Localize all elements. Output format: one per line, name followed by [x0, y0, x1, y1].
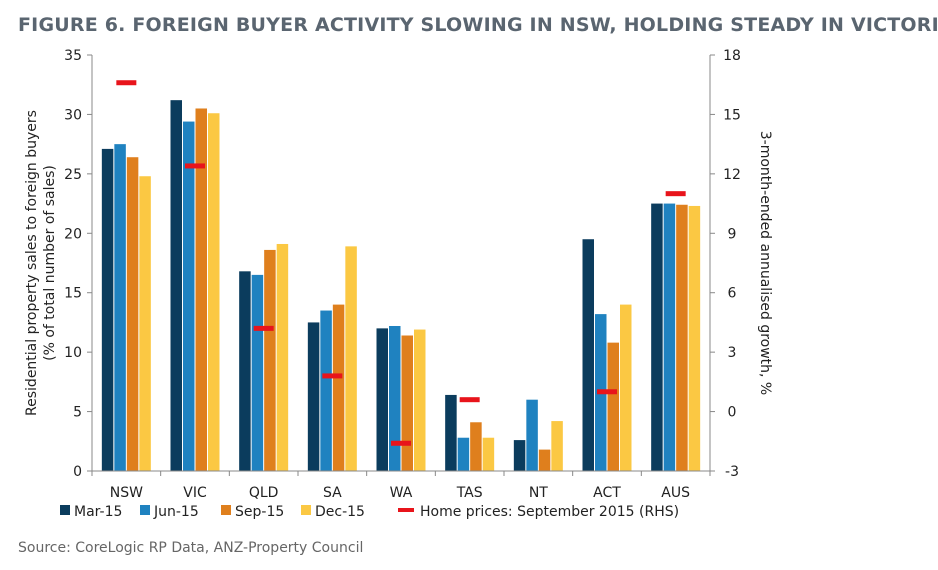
bar-dec-15-act — [620, 304, 632, 471]
bar-dec-15-nt — [551, 421, 563, 471]
bar-dec-15-vic — [208, 113, 220, 472]
bar-jun-15-vic — [183, 121, 195, 471]
y2-tick-label: 3 — [728, 345, 737, 361]
chart-title: FIGURE 6. FOREIGN BUYER ACTIVITY SLOWING… — [18, 14, 938, 36]
legend-label-mar-15: Mar-15 — [74, 504, 122, 520]
bar-dec-15-wa — [414, 329, 426, 471]
legend-swatch-mar-15 — [60, 505, 70, 515]
legend-swatch-home-prices — [398, 508, 414, 512]
bar-jun-15-qld — [251, 274, 264, 471]
x-tick-label: VIC — [183, 485, 207, 501]
legend-swatch-jun-15 — [140, 505, 150, 515]
y2-tick-label: 0 — [728, 405, 737, 421]
bar-sep-15-act — [607, 342, 619, 471]
bar-jun-15-tas — [457, 437, 470, 471]
bar-sep-15-aus — [676, 204, 688, 471]
home-price-marker-aus — [665, 191, 686, 197]
legend-label-jun-15: Jun-15 — [153, 504, 199, 520]
home-price-marker-nsw — [116, 80, 137, 86]
x-tick-label: NSW — [110, 485, 143, 501]
y-tick-label: 5 — [73, 405, 82, 421]
y-tick-label: 0 — [73, 464, 82, 480]
bar-dec-15-nsw — [139, 176, 151, 471]
home-price-marker-act — [597, 389, 617, 395]
x-tick-label: AUS — [661, 485, 690, 501]
bar-sep-15-qld — [264, 249, 276, 471]
bar-mar-15-nt — [513, 440, 526, 471]
bar-mar-15-act — [582, 239, 594, 471]
home-price-marker-tas — [459, 397, 480, 403]
bar-sep-15-sa — [332, 304, 345, 471]
y-axis-title-line1: Residential property sales to foreign bu… — [24, 110, 40, 416]
bar-mar-15-nsw — [101, 148, 114, 471]
y-tick-label: 20 — [64, 226, 82, 242]
x-tick-label: NT — [529, 485, 548, 501]
bar-jun-15-wa — [389, 325, 401, 471]
bar-dec-15-sa — [345, 246, 357, 471]
bar-dec-15-tas — [482, 437, 495, 471]
y-axis-title-line2: (% of total number of sales) — [42, 165, 58, 361]
x-tick-label: ACT — [593, 485, 621, 501]
source-note: Source: CoreLogic RP Data, ANZ-Property … — [18, 540, 364, 556]
y-tick-label: 35 — [64, 48, 82, 64]
legend-swatch-dec-15 — [301, 505, 311, 515]
y-tick-label: 30 — [64, 107, 82, 123]
home-price-marker-sa — [322, 373, 343, 379]
y-tick-label: 25 — [64, 167, 82, 183]
legend-swatch-sep-15 — [221, 505, 231, 515]
home-price-marker-wa — [391, 440, 411, 446]
home-price-marker-vic — [185, 163, 205, 169]
y-tick-label: 15 — [64, 286, 82, 302]
bar-jun-15-aus — [663, 203, 676, 472]
bar-sep-15-tas — [470, 422, 482, 471]
bar-jun-15-nt — [526, 399, 538, 471]
bar-dec-15-qld — [276, 243, 289, 471]
bar-jun-15-sa — [320, 310, 332, 471]
bar-sep-15-wa — [401, 335, 413, 471]
y2-tick-label: -3 — [725, 464, 739, 480]
bar-mar-15-vic — [170, 100, 182, 471]
bar-dec-15-aus — [688, 205, 701, 471]
x-tick-label: WA — [390, 485, 413, 501]
bar-sep-15-nt — [538, 449, 551, 471]
x-tick-label: SA — [323, 485, 342, 501]
x-tick-label: TAS — [456, 485, 483, 501]
y-tick-label: 10 — [64, 345, 82, 361]
bar-sep-15-nsw — [126, 157, 139, 471]
bar-mar-15-qld — [239, 271, 251, 471]
bar-mar-15-sa — [307, 322, 320, 471]
legend-label-sep-15: Sep-15 — [235, 504, 284, 520]
y2-tick-label: 15 — [723, 107, 741, 123]
y2-axis-title: 3-month-ended annualised growth, % — [757, 131, 773, 396]
bar-mar-15-aus — [651, 203, 663, 472]
home-price-marker-qld — [253, 325, 274, 331]
legend-label-dec-15: Dec-15 — [315, 504, 365, 520]
y2-tick-label: 9 — [728, 226, 737, 242]
bar-sep-15-vic — [195, 108, 207, 471]
bar-mar-15-wa — [376, 328, 388, 471]
legend-label-home-prices: Home prices: September 2015 (RHS) — [420, 504, 679, 520]
bar-jun-15-nsw — [114, 144, 126, 471]
x-tick-label: QLD — [249, 485, 279, 501]
y2-tick-label: 18 — [723, 48, 741, 64]
bar-mar-15-tas — [445, 394, 457, 471]
y2-tick-label: 6 — [728, 286, 737, 302]
y2-tick-label: 12 — [723, 167, 741, 183]
